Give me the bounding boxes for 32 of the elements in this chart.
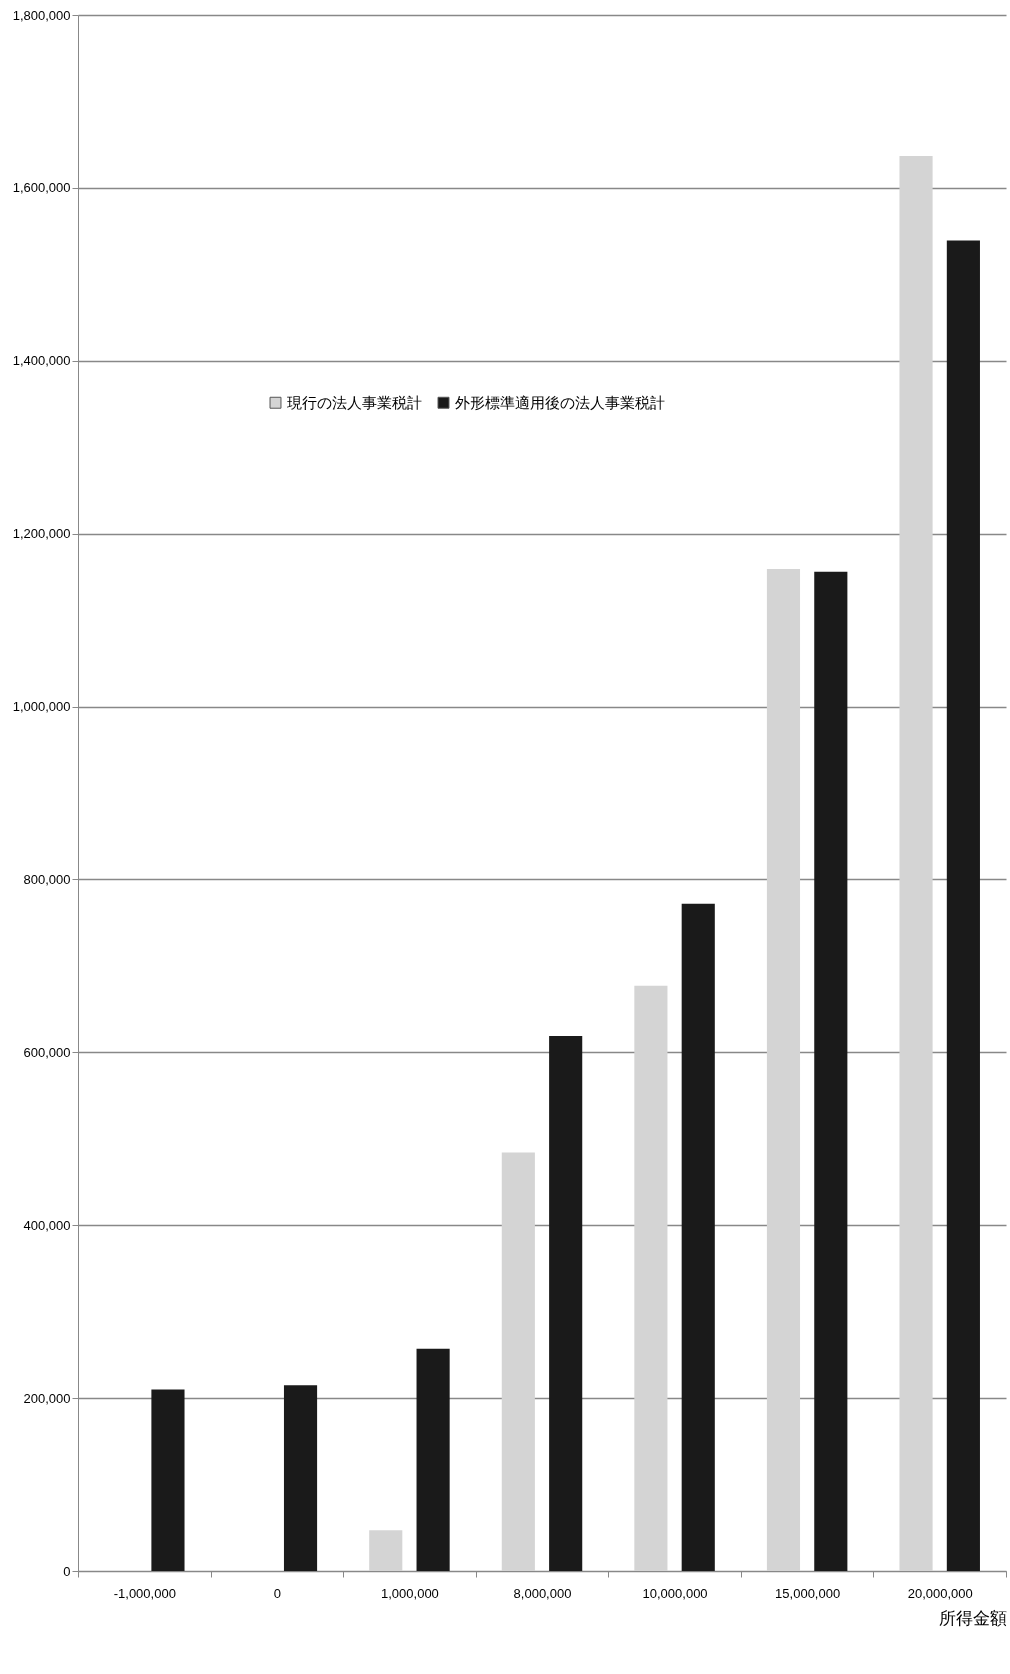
bar xyxy=(549,1035,583,1571)
y-tick-label: 400,000 xyxy=(23,1217,71,1233)
y-tick-label: 1,800,000 xyxy=(12,7,71,23)
x-tick-label: 15,000,000 xyxy=(775,1585,841,1601)
x-tick-label: -1,000,000 xyxy=(113,1585,176,1601)
y-tick-label: 600,000 xyxy=(23,1044,71,1060)
bar xyxy=(634,985,668,1571)
legend-label: 外形標準適用後の法人事業税計 xyxy=(455,393,665,412)
x-tick-label: 20,000,000 xyxy=(907,1585,973,1601)
x-tick-label: 8,000,000 xyxy=(513,1585,572,1601)
x-tick-label: 0 xyxy=(273,1585,281,1601)
legend-label: 現行の法人事業税計 xyxy=(287,393,422,412)
y-tick-label: 0 xyxy=(63,1563,71,1579)
x-axis-title: 所得金額 xyxy=(938,1607,1007,1628)
bar xyxy=(899,155,933,1571)
bar xyxy=(501,1152,535,1571)
y-tick-label: 1,600,000 xyxy=(12,180,71,196)
bar xyxy=(416,1348,450,1571)
bar xyxy=(681,903,715,1571)
bar xyxy=(283,1385,318,1571)
bar xyxy=(369,1530,403,1571)
y-tick-label: 800,000 xyxy=(23,871,71,887)
y-tick-label: 1,000,000 xyxy=(12,699,71,715)
y-tick-label: 200,000 xyxy=(23,1390,71,1406)
bar xyxy=(946,240,980,1571)
x-tick-label: 10,000,000 xyxy=(642,1585,708,1601)
x-tick-label: 1,000,000 xyxy=(381,1585,439,1601)
y-tick-label: 1,200,000 xyxy=(12,526,71,542)
y-tick-label: 1,400,000 xyxy=(12,353,71,369)
bar xyxy=(814,571,848,1571)
bar xyxy=(151,1389,185,1571)
bar xyxy=(766,569,801,1571)
